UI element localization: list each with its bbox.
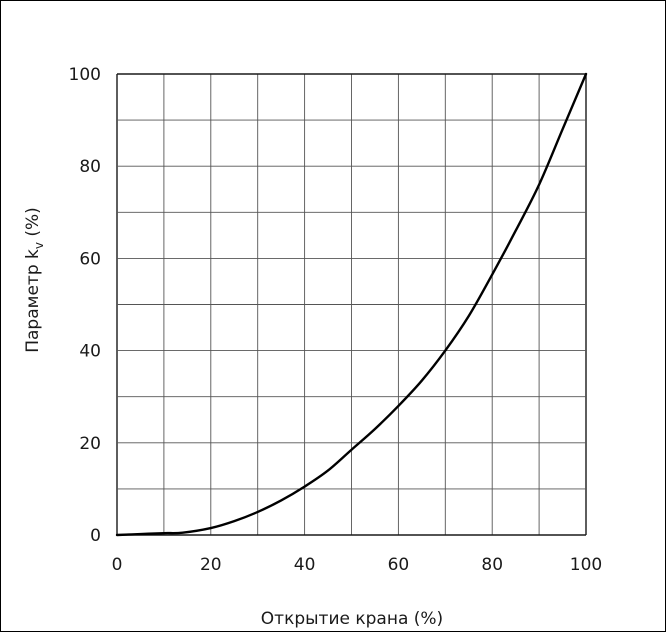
y-tick-label: 20 bbox=[79, 434, 101, 454]
series-line bbox=[115, 72, 588, 537]
x-tick-label: 20 bbox=[200, 555, 222, 575]
series-layer bbox=[115, 72, 588, 537]
y-tick-label: 40 bbox=[79, 342, 101, 362]
y-axis-label: Параметр kv (%) bbox=[23, 207, 46, 353]
y-axis-label-suffix: (%) bbox=[23, 207, 43, 242]
y-tick-label: 80 bbox=[79, 157, 101, 177]
x-tick-label: 0 bbox=[112, 555, 123, 575]
x-tick-labels: 0 20 40 60 80 100 bbox=[112, 555, 603, 575]
y-tick-label: 60 bbox=[79, 249, 101, 269]
y-tick-labels: 0 20 40 60 80 100 bbox=[69, 65, 101, 546]
x-tick-label: 40 bbox=[294, 555, 316, 575]
x-tick-label: 100 bbox=[570, 555, 602, 575]
y-tick-label: 0 bbox=[90, 526, 101, 546]
y-axis-label-subscript: v bbox=[32, 242, 46, 249]
y-axis-label-main: Параметр k bbox=[23, 249, 43, 353]
grid bbox=[116, 73, 587, 536]
x-axis-label: Открытие крана (%) bbox=[261, 609, 443, 629]
x-tick-label: 80 bbox=[481, 555, 503, 575]
y-tick-label: 100 bbox=[69, 65, 101, 85]
x-tick-label: 60 bbox=[388, 555, 410, 575]
